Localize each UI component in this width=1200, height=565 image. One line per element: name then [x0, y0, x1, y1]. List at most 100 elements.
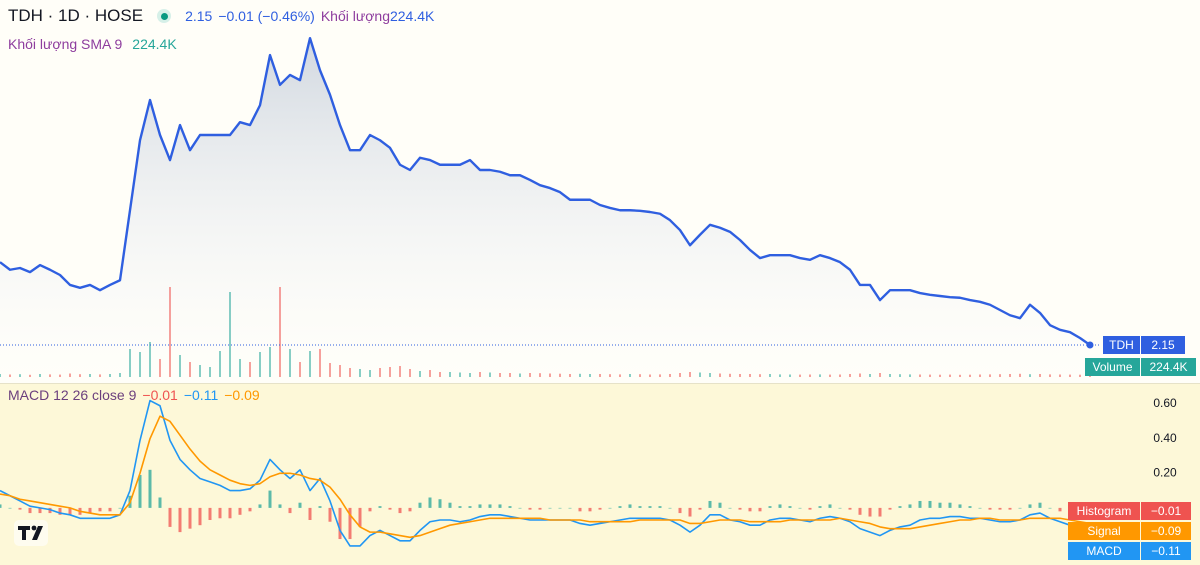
- volume-bar: [409, 369, 411, 377]
- histogram-bar: [788, 506, 792, 508]
- histogram-bar: [258, 504, 262, 508]
- legend-value: −0.11: [183, 387, 219, 403]
- volume-bar: [939, 374, 941, 377]
- histogram-bar: [588, 507, 592, 512]
- histogram-bar: [558, 507, 562, 509]
- volume-bar: [599, 374, 601, 377]
- last-price: 2.15: [185, 8, 213, 24]
- volume-bar: [1079, 374, 1081, 377]
- volume-bar: [529, 373, 531, 377]
- volume-bar: [889, 374, 891, 377]
- tag-label: MACD: [1086, 544, 1122, 558]
- volume-bar: [649, 374, 651, 377]
- legend-value: −0.01: [142, 387, 178, 403]
- histogram-bar: [908, 504, 912, 508]
- tag-label: Signal: [1087, 524, 1120, 538]
- volume-bar: [139, 352, 141, 377]
- histogram-bar: [838, 507, 842, 509]
- histogram-bar: [658, 506, 662, 508]
- status-dot: [157, 9, 172, 23]
- histogram-bar: [398, 507, 402, 514]
- histogram-bar: [848, 507, 852, 510]
- volume-bar: [229, 292, 231, 377]
- volume-bar: [69, 373, 71, 377]
- volume-bar: [129, 349, 131, 377]
- histogram-bar: [818, 506, 822, 508]
- histogram-bar: [428, 497, 432, 508]
- volume-bar: [449, 372, 451, 377]
- histogram-bar: [738, 507, 742, 510]
- tag-box: [1141, 358, 1196, 376]
- histogram-bar: [378, 506, 382, 508]
- volume-bar: [219, 351, 221, 377]
- volume-bar: [859, 373, 861, 377]
- volume-bar: [1009, 374, 1011, 377]
- volume-bar: [309, 351, 311, 377]
- histogram-bar: [1008, 507, 1012, 510]
- tag-value: 2.15: [1151, 338, 1175, 352]
- histogram-bar: [748, 507, 752, 512]
- volume-bar: [329, 363, 331, 377]
- y-tick-label: 0.20: [1153, 465, 1177, 479]
- histogram-bar: [228, 507, 232, 519]
- histogram-bar: [238, 507, 242, 515]
- volume-bar: [899, 374, 901, 377]
- tag-box: [1103, 336, 1140, 354]
- volume-bar: [659, 374, 661, 377]
- volume-bar: [699, 372, 701, 377]
- last-point: [1086, 341, 1094, 349]
- volume-bar: [19, 374, 21, 377]
- volume-bar: [979, 374, 981, 377]
- volume-bar: [959, 374, 961, 377]
- histogram-bar: [708, 500, 712, 508]
- volume-bar: [269, 347, 271, 377]
- histogram-bar: [328, 507, 332, 522]
- volume-bar: [1069, 374, 1071, 377]
- tag-box: [1141, 502, 1191, 520]
- volume-bar: [909, 374, 911, 377]
- volume-bar: [589, 374, 591, 377]
- volume-bar: [709, 373, 711, 377]
- volume-bar: [149, 342, 151, 377]
- volume-bar: [209, 367, 211, 377]
- volume-bar: [479, 372, 481, 377]
- volume-bar: [1059, 374, 1061, 377]
- volume-bar: [499, 373, 501, 377]
- histogram-bar: [368, 507, 372, 512]
- histogram-bar: [518, 507, 522, 509]
- histogram-bar: [248, 507, 252, 512]
- volume-bar: [569, 374, 571, 377]
- histogram-bar: [938, 502, 942, 508]
- histogram-bar: [608, 507, 612, 509]
- sma-title: Khối lượng SMA 9: [8, 36, 123, 52]
- volume-bar: [439, 372, 441, 377]
- histogram-bar: [538, 507, 542, 510]
- volume-bar: [879, 373, 881, 377]
- histogram-bar: [598, 507, 602, 510]
- volume-bar: [989, 374, 991, 377]
- histogram-bar: [1018, 507, 1022, 509]
- volume-bar: [519, 373, 521, 377]
- indicator-line: [0, 399, 1090, 547]
- histogram-bar: [218, 507, 222, 519]
- volume-bar: [1029, 374, 1031, 377]
- histogram-bar: [758, 507, 762, 512]
- volume-bar: [339, 365, 341, 377]
- volume-bar: [289, 349, 291, 377]
- volume-title: Khối lượng: [320, 8, 390, 24]
- macd-title: MACD 12 26 close 9: [8, 387, 137, 403]
- volume-bar: [999, 374, 1001, 377]
- histogram-bar: [118, 507, 122, 509]
- volume-bar: [729, 373, 731, 377]
- tag-box: [1068, 522, 1140, 540]
- histogram-bar: [18, 507, 22, 510]
- histogram-bar: [698, 507, 702, 510]
- price-change: −0.01 (−0.46%): [218, 8, 315, 24]
- histogram-bar: [528, 507, 532, 510]
- histogram-bar: [638, 506, 642, 508]
- volume-bar: [279, 287, 281, 377]
- volume-bar: [559, 373, 561, 377]
- histogram-bar: [68, 507, 72, 515]
- volume-bar: [349, 368, 351, 377]
